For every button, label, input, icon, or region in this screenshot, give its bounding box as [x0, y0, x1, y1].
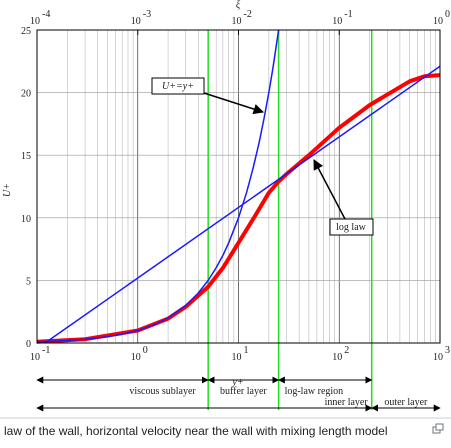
annotation-arrow: [203, 92, 264, 115]
x-tick-label: 10: [30, 352, 40, 363]
y-tick-label: 5: [26, 276, 31, 287]
x2-tick-label: 10: [232, 16, 242, 27]
enlarge-icon[interactable]: [432, 423, 444, 434]
region-label: viscous sublayer: [129, 386, 196, 397]
x-tick-power: 3: [445, 345, 450, 356]
region-label: inner layer: [325, 397, 369, 408]
x-tick-power: 1: [244, 345, 249, 356]
annotation: U+=y+: [162, 81, 194, 92]
x-tick-label: 10: [433, 352, 443, 363]
regions: viscous sublayer buffer layer log-law regi…: [36, 376, 441, 412]
x2-tick-label: 10: [131, 16, 141, 27]
y-tick-label: 20: [21, 89, 31, 100]
x-tick-power: -1: [42, 345, 50, 356]
x2-tick-power: -2: [244, 9, 252, 20]
x2-tick-power: -3: [143, 9, 151, 20]
annotation-box: [151, 77, 205, 95]
caption: law of the wall, horizontal velocity nea…: [4, 424, 388, 438]
x2-tick-label: 10: [332, 16, 342, 27]
x-tick-label: 10: [232, 352, 242, 363]
y-label: U+: [2, 183, 13, 197]
region-label: log-law region: [285, 386, 344, 397]
region-label: outer layer: [384, 397, 428, 408]
x-tick-label: 10: [131, 352, 141, 363]
region-label: buffer layer: [220, 386, 267, 397]
plot-frame: [36, 29, 441, 344]
series-line: [36, 29, 280, 343]
y-tick-label: 10: [21, 214, 31, 225]
x-tick-power: 2: [344, 345, 349, 356]
x-tick-label: 10: [332, 352, 342, 363]
x2-tick-label: 10: [30, 16, 40, 27]
series-line: [44, 65, 441, 344]
x2-tick-power: 0: [445, 9, 450, 20]
annotation: log law: [336, 222, 366, 233]
annotation-arrow: [313, 159, 346, 220]
annotation-box: [329, 218, 374, 236]
x2-tick-power: -4: [42, 9, 50, 20]
x2-tick-power: -1: [344, 9, 352, 20]
y-tick-label: 0: [26, 339, 31, 350]
x2-tick-label: 10: [433, 16, 443, 27]
x2-label: ξ: [236, 0, 241, 11]
x-tick-power: 0: [143, 345, 148, 356]
y-tick-label: 15: [21, 151, 31, 162]
y-tick-label: 25: [21, 26, 31, 37]
